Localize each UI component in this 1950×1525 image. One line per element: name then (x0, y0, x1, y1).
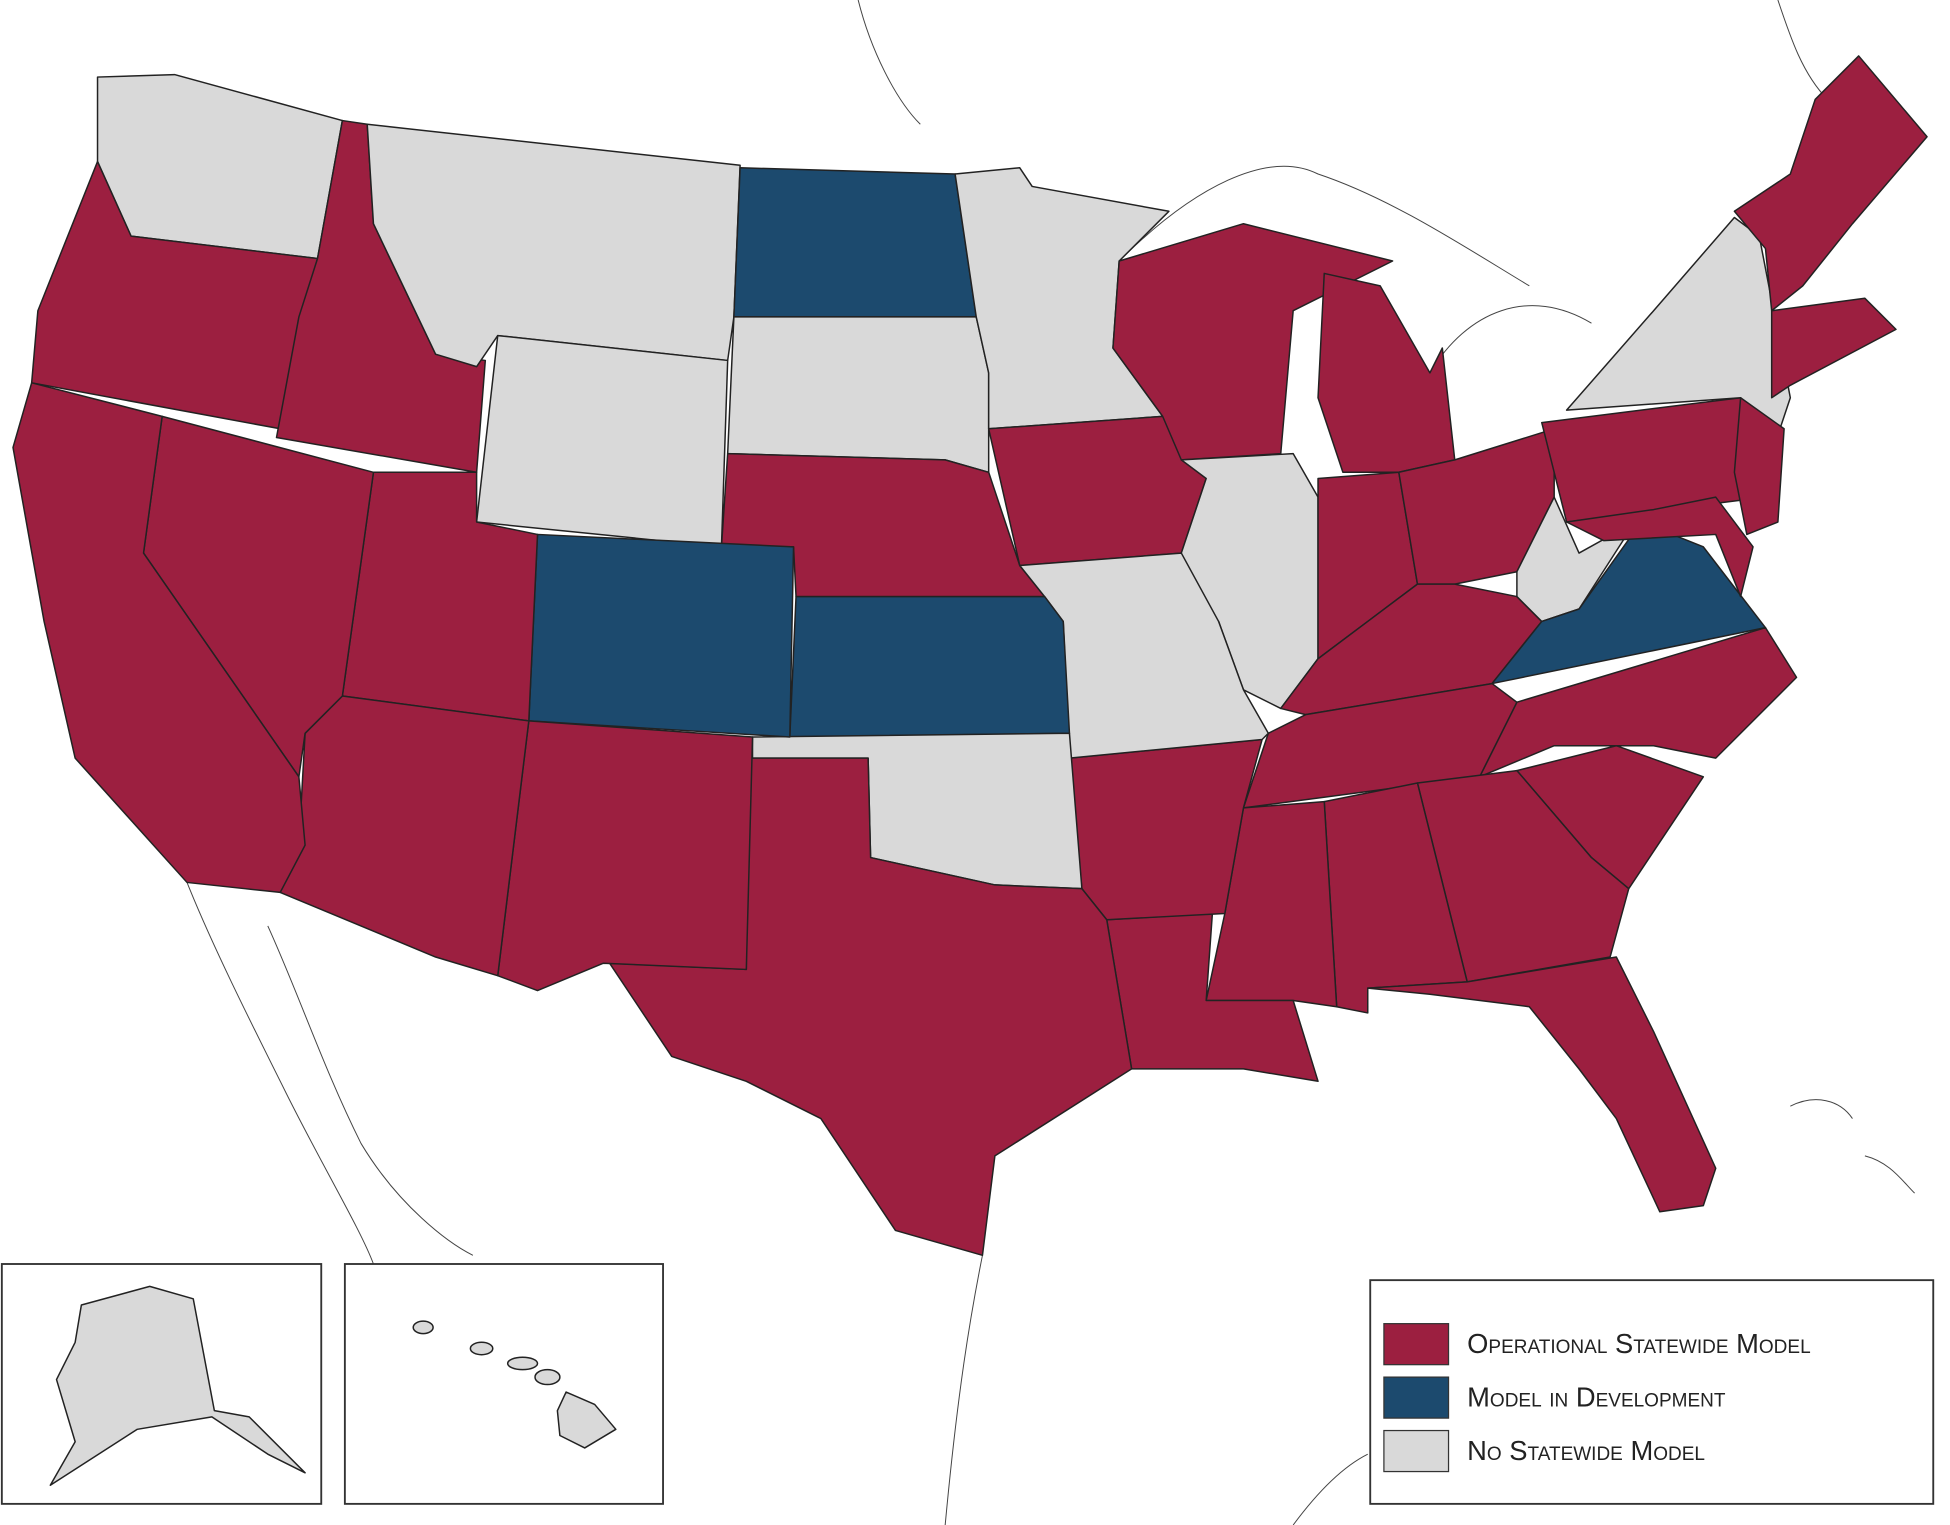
legend: Operational Statewide Model Model in Deve… (1369, 1279, 1935, 1505)
state (49, 1285, 306, 1486)
state (1733, 396, 1785, 536)
state (1317, 272, 1456, 474)
legend-label: Operational Statewide Model (1467, 1328, 1810, 1359)
legend-label: No Statewide Model (1467, 1435, 1705, 1466)
state (528, 533, 795, 738)
state (608, 757, 1133, 1257)
state (469, 1341, 494, 1356)
coastline (1777, 0, 1828, 100)
legend-swatch (1383, 1376, 1450, 1419)
state (1565, 216, 1792, 436)
state (1105, 912, 1319, 1083)
coastline (1118, 165, 1530, 287)
coastline (1292, 1453, 1368, 1525)
states (12, 55, 1928, 1257)
state (506, 1356, 539, 1371)
state (789, 595, 1071, 738)
state (1367, 956, 1717, 1213)
state (726, 316, 990, 474)
state (733, 167, 977, 318)
legend-label: Model in Development (1467, 1382, 1726, 1413)
state (1478, 626, 1798, 778)
coastlines (186, 0, 1915, 1525)
state (556, 1391, 617, 1449)
state (475, 334, 729, 548)
coastline (267, 925, 474, 1256)
hawaii-inset (343, 1263, 664, 1505)
state (1565, 496, 1754, 598)
legend-frame (1369, 1279, 1935, 1505)
state (1733, 55, 1928, 312)
legend-swatch (1383, 1429, 1450, 1473)
coastline (1790, 1099, 1915, 1194)
state (412, 1320, 434, 1335)
hawaii-islands (412, 1320, 617, 1449)
state (1770, 297, 1897, 399)
state (96, 73, 344, 260)
legend-swatch (1383, 1323, 1450, 1366)
coastline (1429, 305, 1592, 374)
state (279, 695, 530, 977)
coastline (857, 0, 921, 125)
coastline (944, 1255, 983, 1525)
state (534, 1368, 561, 1386)
coastline (186, 882, 374, 1265)
state (496, 720, 754, 992)
state (12, 382, 306, 894)
